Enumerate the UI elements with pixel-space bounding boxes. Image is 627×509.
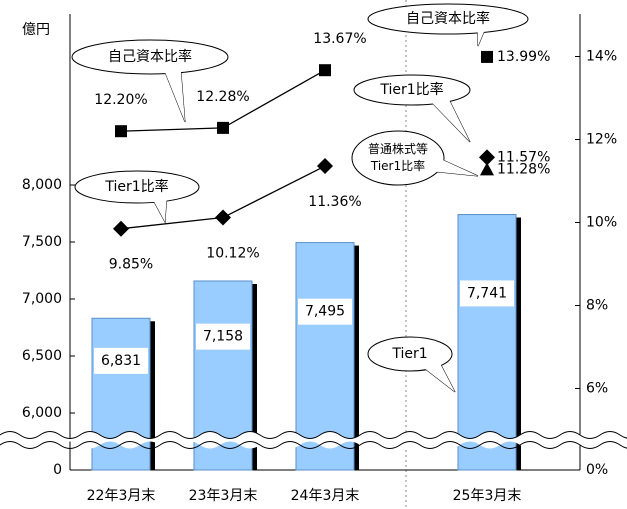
value-label: 13.67% bbox=[313, 31, 366, 47]
value-label-box bbox=[94, 347, 148, 374]
value-label: 13.99% bbox=[497, 49, 550, 65]
value-label: 9.85% bbox=[109, 257, 153, 273]
y-axis-label: 億円 bbox=[22, 22, 50, 38]
callout bbox=[351, 130, 445, 186]
value-label: 12.20% bbox=[94, 92, 147, 108]
y-tick-label: 0 bbox=[53, 462, 62, 478]
marker bbox=[115, 125, 127, 138]
line-segment bbox=[222, 165, 326, 219]
marker bbox=[217, 121, 229, 134]
line-segment bbox=[120, 127, 224, 132]
callout-tail-fill bbox=[153, 188, 168, 222]
callout-label: Tier1比率 bbox=[370, 158, 425, 173]
value-label: 10.12% bbox=[206, 246, 259, 262]
bar bbox=[91, 317, 151, 471]
x-tick-label: 25年3月末 bbox=[453, 488, 522, 504]
axis-break-line bbox=[0, 441, 627, 449]
value-label: 11.36% bbox=[308, 194, 361, 210]
marker bbox=[317, 158, 333, 175]
line-segment bbox=[222, 69, 326, 129]
y-tick-label: 8,000 bbox=[22, 177, 62, 193]
value-label-box bbox=[196, 323, 250, 350]
y2-tick-label: 14% bbox=[586, 49, 617, 65]
value-label: 7,495 bbox=[305, 304, 345, 320]
y2-tick-label: 10% bbox=[586, 215, 617, 231]
callout-label: Tier1比率 bbox=[104, 178, 168, 195]
value-label-box bbox=[298, 298, 352, 325]
y2-tick-label: 6% bbox=[586, 381, 608, 397]
callout-tail-fill bbox=[422, 152, 478, 176]
marker bbox=[215, 209, 231, 226]
callout-label: 自己資本比率 bbox=[108, 48, 192, 65]
bar bbox=[457, 214, 517, 471]
marker bbox=[319, 64, 331, 77]
marker bbox=[113, 220, 129, 237]
y-tick-label: 6,000 bbox=[22, 405, 62, 421]
marker bbox=[481, 50, 493, 63]
value-label: 11.57% bbox=[497, 149, 550, 165]
x-tick-label: 22年3月末 bbox=[87, 488, 156, 504]
x-tick-label: 23年3月末 bbox=[189, 488, 258, 504]
value-label: 12.28% bbox=[196, 89, 249, 105]
callout-tail-fill bbox=[431, 89, 470, 142]
y-tick-label: 7,000 bbox=[22, 291, 62, 307]
callout-tail-fill bbox=[164, 61, 185, 122]
marker bbox=[480, 162, 494, 176]
callout-label: Tier1比率 bbox=[379, 81, 443, 98]
value-label: 7,741 bbox=[467, 285, 507, 301]
y2-tick-label: 12% bbox=[586, 132, 617, 148]
value-label: 7,158 bbox=[203, 329, 243, 345]
line-segment bbox=[120, 216, 224, 230]
callout-tail-fill bbox=[423, 353, 455, 392]
marker bbox=[479, 149, 495, 166]
value-label-box bbox=[460, 280, 514, 307]
y-tick-label: 7,500 bbox=[22, 234, 62, 250]
x-tick-label: 24年3月末 bbox=[291, 488, 360, 504]
y2-tick-label: 8% bbox=[586, 298, 608, 314]
callout-label: Tier1 bbox=[391, 346, 427, 362]
value-label: 11.28% bbox=[497, 161, 550, 177]
callout-label: 自己資本比率 bbox=[406, 10, 490, 27]
callout-tail-fill bbox=[477, 18, 490, 46]
axis-break-band bbox=[0, 431, 627, 449]
callout bbox=[367, 3, 529, 35]
axis-break-line bbox=[0, 431, 627, 439]
value-label: 6,831 bbox=[101, 353, 141, 369]
callout bbox=[74, 170, 200, 204]
y2-tick-label: 0% bbox=[586, 462, 608, 478]
callout bbox=[71, 39, 229, 75]
y-tick-label: 6,500 bbox=[22, 348, 62, 364]
callout-label: 普通株式等 bbox=[368, 141, 428, 156]
